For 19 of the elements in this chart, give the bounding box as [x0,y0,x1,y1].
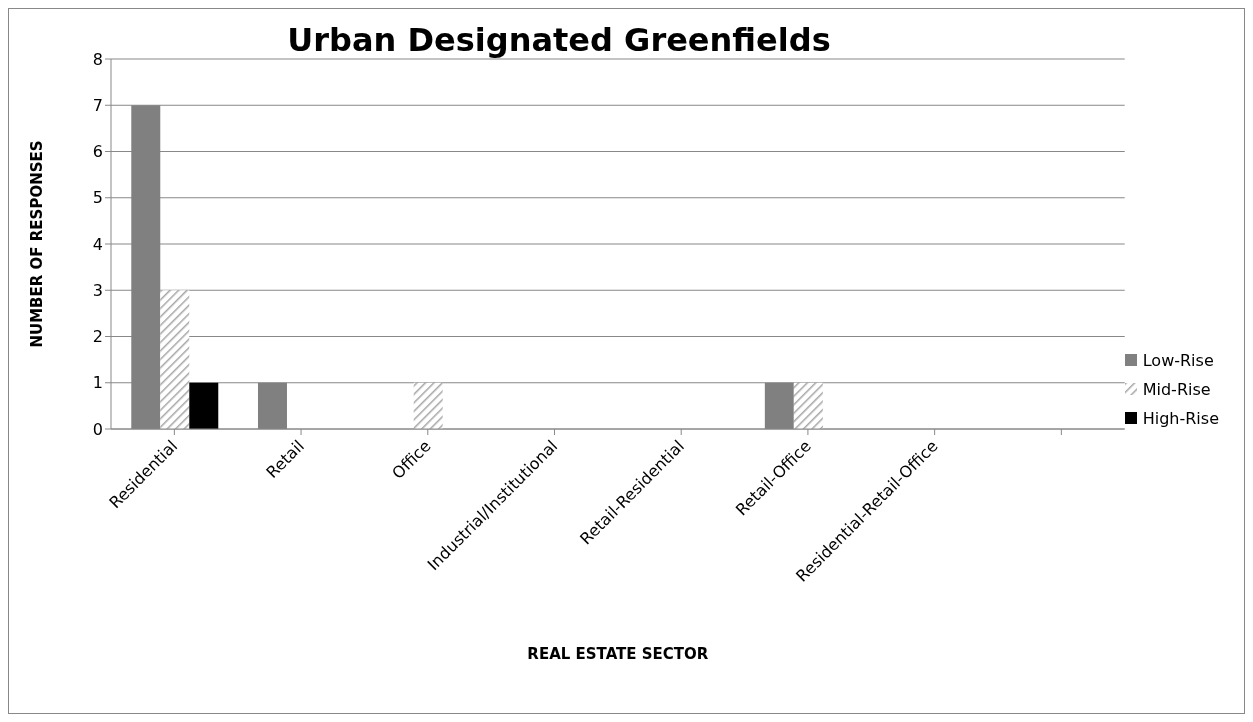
legend-label: High-Rise [1142,408,1219,428]
y-tick-label: 6 [92,142,103,162]
bar [189,382,219,429]
bar [413,382,443,429]
x-axis-title: REAL ESTATE SECTOR [527,645,709,663]
bar [160,290,190,429]
y-tick-label: 2 [92,327,103,347]
chart-title: Urban Designated Greenfields [287,21,831,59]
legend-label: Low-Rise [1142,350,1214,370]
y-tick-label: 4 [92,234,103,254]
y-tick-label: 8 [92,49,103,69]
y-tick-label: 7 [92,95,103,115]
bar [793,382,823,429]
y-tick-label: 5 [92,188,103,208]
y-axis-title: NUMBER OF RESPONSES [28,140,47,348]
y-tick-label: 1 [92,373,103,393]
y-tick-label: 3 [92,280,103,300]
legend-label: Mid-Rise [1142,379,1211,399]
y-tick-label: 0 [92,419,103,439]
